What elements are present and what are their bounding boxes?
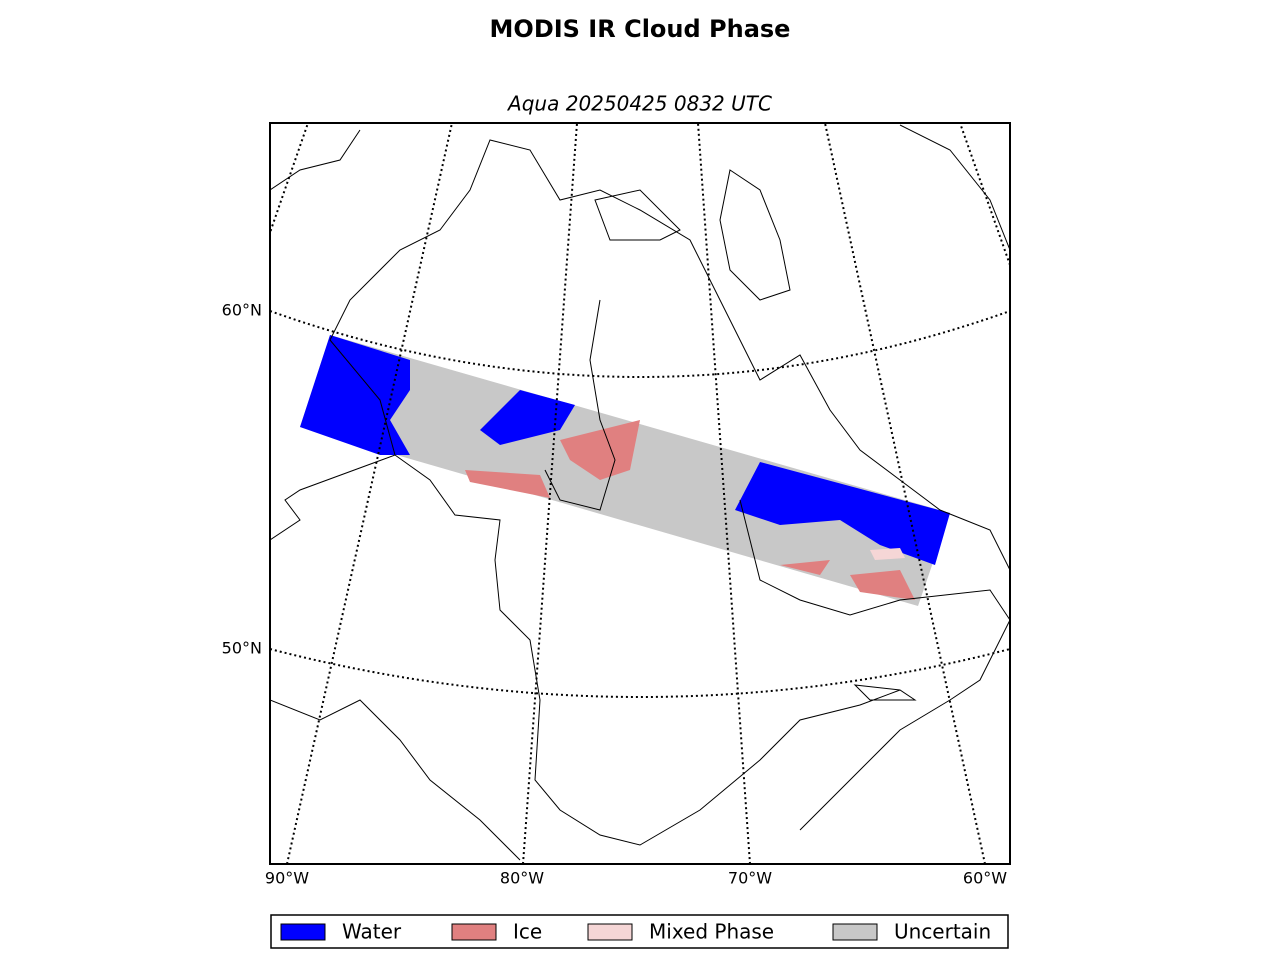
legend-label: Uncertain	[894, 920, 991, 944]
legend-label: Mixed Phase	[649, 920, 774, 944]
lon-label: 60°W	[963, 869, 1007, 888]
legend: Water Ice Mixed Phase Uncertain	[280, 920, 991, 944]
legend-swatch	[587, 923, 633, 941]
lon-label: 70°W	[728, 869, 772, 888]
lat-label: 50°N	[222, 639, 262, 658]
coastlines	[270, 124, 1010, 861]
map-frame	[269, 122, 1011, 865]
legend-swatch	[832, 923, 878, 941]
graticule	[270, 123, 1010, 864]
lon-label: 90°W	[265, 869, 309, 888]
legend-box	[270, 914, 1009, 949]
subtitle: Aqua 20250425 0832 UTC	[506, 92, 772, 116]
lat-label: 60°N	[222, 301, 262, 320]
cloud-swath	[300, 335, 950, 606]
legend-label: Ice	[513, 920, 542, 944]
title: MODIS IR Cloud Phase	[490, 15, 791, 43]
legend-swatch	[280, 923, 326, 941]
map-body	[270, 123, 1010, 864]
legend-label: Water	[342, 920, 402, 944]
lon-label: 80°W	[500, 869, 544, 888]
legend-swatch	[451, 923, 497, 941]
